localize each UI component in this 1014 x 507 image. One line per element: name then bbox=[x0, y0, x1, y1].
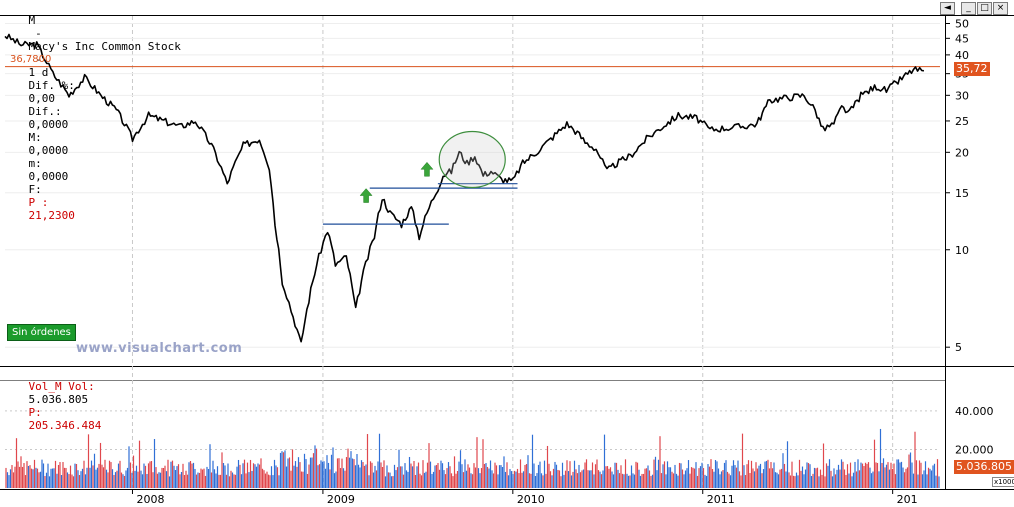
scroll-left-button[interactable]: ◄ bbox=[940, 2, 955, 15]
y-tick-label: 25 bbox=[955, 115, 969, 128]
watermark: www.visualchart.com bbox=[76, 341, 243, 356]
last-volume-badge: 5.036.805 bbox=[954, 460, 1014, 474]
volume-unit-label: x1000 bbox=[992, 477, 1014, 487]
price-line bbox=[4, 33, 925, 343]
max-value: 0,0000 bbox=[28, 144, 69, 157]
price-value: 21,2300 bbox=[28, 209, 75, 222]
volume-p-label: P: bbox=[28, 406, 42, 419]
volume-label: Vol_M Vol: bbox=[28, 380, 95, 393]
x-tick-label: 201 bbox=[897, 493, 918, 506]
period-text: 1 d bbox=[28, 66, 49, 79]
y-tick-label: 10 bbox=[955, 244, 969, 257]
dif-pct-label: Dif. %: bbox=[28, 79, 75, 92]
x-tick-label: 2010 bbox=[517, 493, 545, 506]
orders-button[interactable]: Sin órdenes bbox=[7, 324, 76, 341]
instrument-name: Macy's Inc Common Stock bbox=[28, 40, 181, 53]
volume-bars bbox=[5, 428, 940, 488]
min-value: 0,0000 bbox=[28, 170, 69, 183]
dif-label: Dif.: bbox=[28, 105, 62, 118]
x-tick-label: 2008 bbox=[136, 493, 164, 506]
x-tick-label: 2011 bbox=[707, 493, 735, 506]
axes: 2008200920102011201510152025303540455020… bbox=[131, 18, 994, 506]
reference-line-label: 36,7800 bbox=[10, 54, 52, 65]
y-tick-label: 5 bbox=[955, 341, 962, 354]
annotations bbox=[322, 130, 518, 225]
volume-value: 5.036.805 bbox=[28, 393, 89, 406]
last-price-badge: 35,72 bbox=[954, 62, 990, 76]
y-tick-label: 30 bbox=[955, 89, 969, 102]
up-arrow-icon bbox=[420, 161, 434, 177]
y-tick-label: 20 bbox=[955, 146, 969, 159]
f-label: F: bbox=[28, 183, 42, 196]
y-tick-label: 50 bbox=[955, 18, 969, 31]
dif-pct-value: 0,00 bbox=[28, 92, 56, 105]
close-button[interactable]: × bbox=[993, 2, 1008, 15]
minimize-button[interactable]: _ bbox=[961, 2, 976, 15]
volume-tick-label: 40.000 bbox=[955, 405, 994, 418]
y-tick-label: 45 bbox=[955, 32, 969, 45]
price-series bbox=[4, 33, 925, 343]
volume-header: Vol_M Vol: 5.036.805 P: 205.346.484 bbox=[2, 367, 102, 445]
volume-p-value: 205.346.484 bbox=[28, 419, 102, 432]
y-tick-label: 40 bbox=[955, 49, 969, 62]
volume-tick-label: 20.000 bbox=[955, 443, 994, 456]
min-label: m: bbox=[28, 157, 42, 170]
price-label: P : bbox=[28, 196, 49, 209]
x-tick-label: 2009 bbox=[327, 493, 355, 506]
max-label: M: bbox=[28, 131, 42, 144]
symbol-text: M bbox=[28, 14, 36, 27]
highlight-ellipse bbox=[438, 130, 506, 189]
y-tick-label: 15 bbox=[955, 187, 969, 200]
maximize-button[interactable]: □ bbox=[977, 2, 992, 15]
dif-value: 0,0000 bbox=[28, 118, 69, 131]
price-header: M - Macy's Inc Common Stock - 1 d Dif. %… bbox=[28, 14, 181, 222]
up-arrow-icon bbox=[359, 188, 373, 203]
grid bbox=[5, 16, 940, 488]
